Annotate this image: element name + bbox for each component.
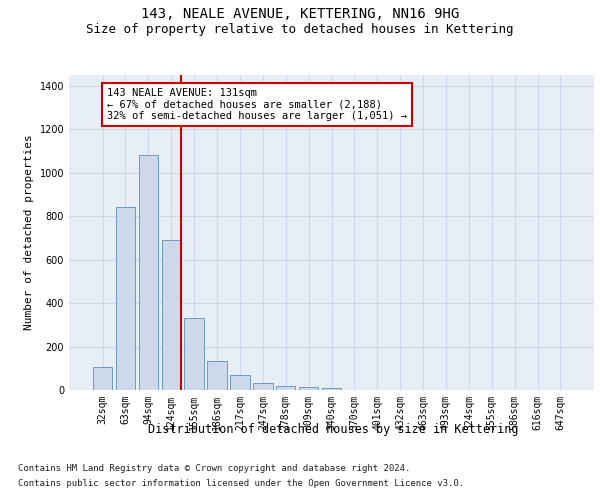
- Text: Distribution of detached houses by size in Kettering: Distribution of detached houses by size …: [148, 422, 518, 436]
- Y-axis label: Number of detached properties: Number of detached properties: [24, 134, 34, 330]
- Text: Contains HM Land Registry data © Crown copyright and database right 2024.: Contains HM Land Registry data © Crown c…: [18, 464, 410, 473]
- Bar: [253, 383, 272, 390]
- Bar: [139, 156, 158, 390]
- Bar: [276, 386, 295, 390]
- Bar: [299, 388, 319, 390]
- Bar: [93, 367, 112, 390]
- Bar: [322, 388, 341, 390]
- Bar: [161, 240, 181, 390]
- Bar: [184, 318, 204, 390]
- Text: 143, NEALE AVENUE, KETTERING, NN16 9HG: 143, NEALE AVENUE, KETTERING, NN16 9HG: [141, 8, 459, 22]
- Bar: [208, 360, 227, 390]
- Text: 143 NEALE AVENUE: 131sqm
← 67% of detached houses are smaller (2,188)
32% of sem: 143 NEALE AVENUE: 131sqm ← 67% of detach…: [107, 88, 407, 121]
- Bar: [230, 375, 250, 390]
- Text: Contains public sector information licensed under the Open Government Licence v3: Contains public sector information licen…: [18, 479, 464, 488]
- Bar: [116, 207, 135, 390]
- Text: Size of property relative to detached houses in Kettering: Size of property relative to detached ho…: [86, 22, 514, 36]
